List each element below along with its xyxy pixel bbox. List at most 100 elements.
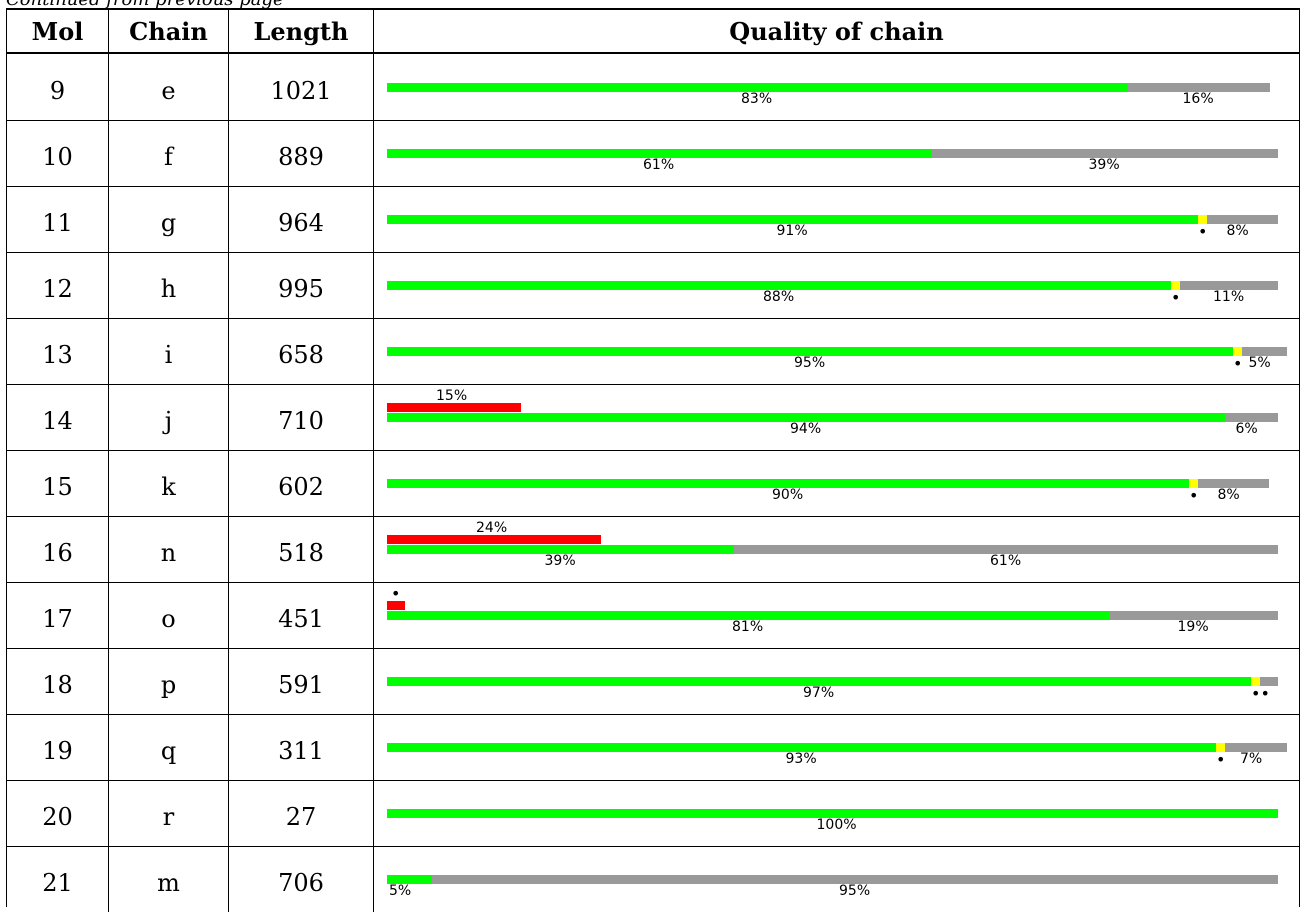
chain-cell: p (109, 648, 229, 714)
bad-dot-marker: • (391, 584, 401, 603)
quality-bar-outlier (734, 545, 1278, 554)
table-row: 13 i 658 95% 5% • (7, 318, 1299, 385)
outlier-percent-label: 39% (1088, 157, 1120, 173)
table-row: 11 g 964 91% 8% • (7, 186, 1299, 253)
bad-percent-label: 24% (476, 520, 508, 536)
good-percent-label: 94% (790, 421, 822, 437)
quality-bar-good (387, 875, 432, 884)
outlier-percent-label: 61% (990, 553, 1022, 569)
table-row: 12 h 995 88% 11% • (7, 252, 1299, 319)
length-cell: 518 (229, 516, 374, 582)
good-percent-label: 5% (389, 883, 412, 899)
quality-bar-outlier (1127, 83, 1270, 92)
length-cell: 995 (229, 252, 374, 318)
outlier-percent-label: 8% (1226, 223, 1249, 239)
length-cell: 451 (229, 582, 374, 648)
chain-cell: q (109, 714, 229, 780)
table-row: 9 e 1021 83% 16% (7, 54, 1299, 121)
outlier-percent-label: 11% (1213, 289, 1245, 305)
table-row: 20 r 27 100% (7, 780, 1299, 847)
chain-cell: i (109, 318, 229, 384)
mol-cell: 12 (7, 252, 109, 318)
quality-bar-good (387, 413, 1225, 422)
mol-cell: 10 (7, 120, 109, 186)
table-row: 18 p 591 97% •• (7, 648, 1299, 715)
quality-bar-minor (1233, 347, 1242, 356)
outlier-percent-label: 7% (1240, 751, 1263, 767)
outlier-percent-label: 95% (839, 883, 871, 899)
quality-bar-outlier (1260, 677, 1278, 686)
minor-dot-marker: •• (1251, 684, 1270, 703)
caption: Continued from previous page (6, 0, 284, 9)
length-cell: 1021 (229, 54, 374, 120)
quality-bar-outlier (1207, 215, 1278, 224)
outlier-percent-label: 16% (1182, 91, 1214, 107)
quality-bar-outlier (1109, 611, 1278, 620)
quality-bar-good (387, 809, 1278, 818)
chain-cell: e (109, 54, 229, 120)
table-row: 19 q 311 93% 7% • (7, 714, 1299, 781)
mol-cell: 13 (7, 318, 109, 384)
mol-cell: 17 (7, 582, 109, 648)
good-percent-label: 83% (741, 91, 773, 107)
quality-bar-good (387, 479, 1189, 488)
good-percent-label: 88% (763, 289, 795, 305)
quality-bar-outlier (1225, 413, 1278, 422)
mol-cell: 11 (7, 186, 109, 252)
length-cell: 591 (229, 648, 374, 714)
good-percent-label: 61% (643, 157, 675, 173)
length-cell: 602 (229, 450, 374, 516)
good-percent-label: 97% (803, 685, 835, 701)
quality-bar-good (387, 611, 1109, 620)
quality-bar-good (387, 347, 1233, 356)
minor-dot-marker: • (1198, 222, 1208, 241)
minor-dot-marker: • (1233, 354, 1243, 373)
chain-cell: f (109, 120, 229, 186)
quality-bar-outlier (432, 875, 1278, 884)
quality-bar-minor (1251, 677, 1260, 686)
quality-bar-outlier (1180, 281, 1278, 290)
chain-cell: j (109, 384, 229, 450)
outlier-percent-label: 19% (1177, 619, 1209, 635)
quality-bar-good (387, 545, 734, 554)
good-percent-label: 93% (785, 751, 817, 767)
mol-cell: 19 (7, 714, 109, 780)
quality-bar-minor (1198, 215, 1207, 224)
mol-cell: 9 (7, 54, 109, 120)
good-percent-label: 100% (816, 817, 857, 833)
mol-cell: 15 (7, 450, 109, 516)
length-cell: 710 (229, 384, 374, 450)
quality-bar-outlier (1225, 743, 1287, 752)
mol-cell: 16 (7, 516, 109, 582)
good-percent-label: 95% (794, 355, 826, 371)
table-row: 17 o 451 81% 19% • (7, 582, 1299, 649)
chain-cell: h (109, 252, 229, 318)
mol-cell: 21 (7, 846, 109, 912)
chain-cell: o (109, 582, 229, 648)
minor-dot-marker: • (1216, 750, 1226, 769)
mol-cell: 20 (7, 780, 109, 846)
quality-bar-minor (1216, 743, 1225, 752)
quality-bar-minor (1189, 479, 1198, 488)
quality-bar-good (387, 677, 1251, 686)
quality-bar-good (387, 149, 931, 158)
length-cell: 27 (229, 780, 374, 846)
quality-bar-bad (387, 535, 601, 544)
quality-bar-outlier (1198, 479, 1269, 488)
quality-bar-good (387, 281, 1171, 290)
chain-cell: m (109, 846, 229, 912)
quality-bar-outlier (931, 149, 1278, 158)
good-percent-label: 91% (776, 223, 808, 239)
good-percent-label: 81% (732, 619, 764, 635)
quality-bar-good (387, 215, 1198, 224)
table-row: 14 j 710 15% 94% 6% (7, 384, 1299, 451)
length-cell: 964 (229, 186, 374, 252)
header-quality: Quality of chain (729, 16, 944, 46)
bad-percent-label: 15% (436, 388, 468, 404)
minor-dot-marker: • (1189, 486, 1199, 505)
header-chain: Chain (109, 10, 229, 52)
quality-bar-minor (1171, 281, 1180, 290)
outlier-percent-label: 6% (1235, 421, 1258, 437)
quality-bar-bad (387, 601, 405, 610)
length-cell: 706 (229, 846, 374, 912)
